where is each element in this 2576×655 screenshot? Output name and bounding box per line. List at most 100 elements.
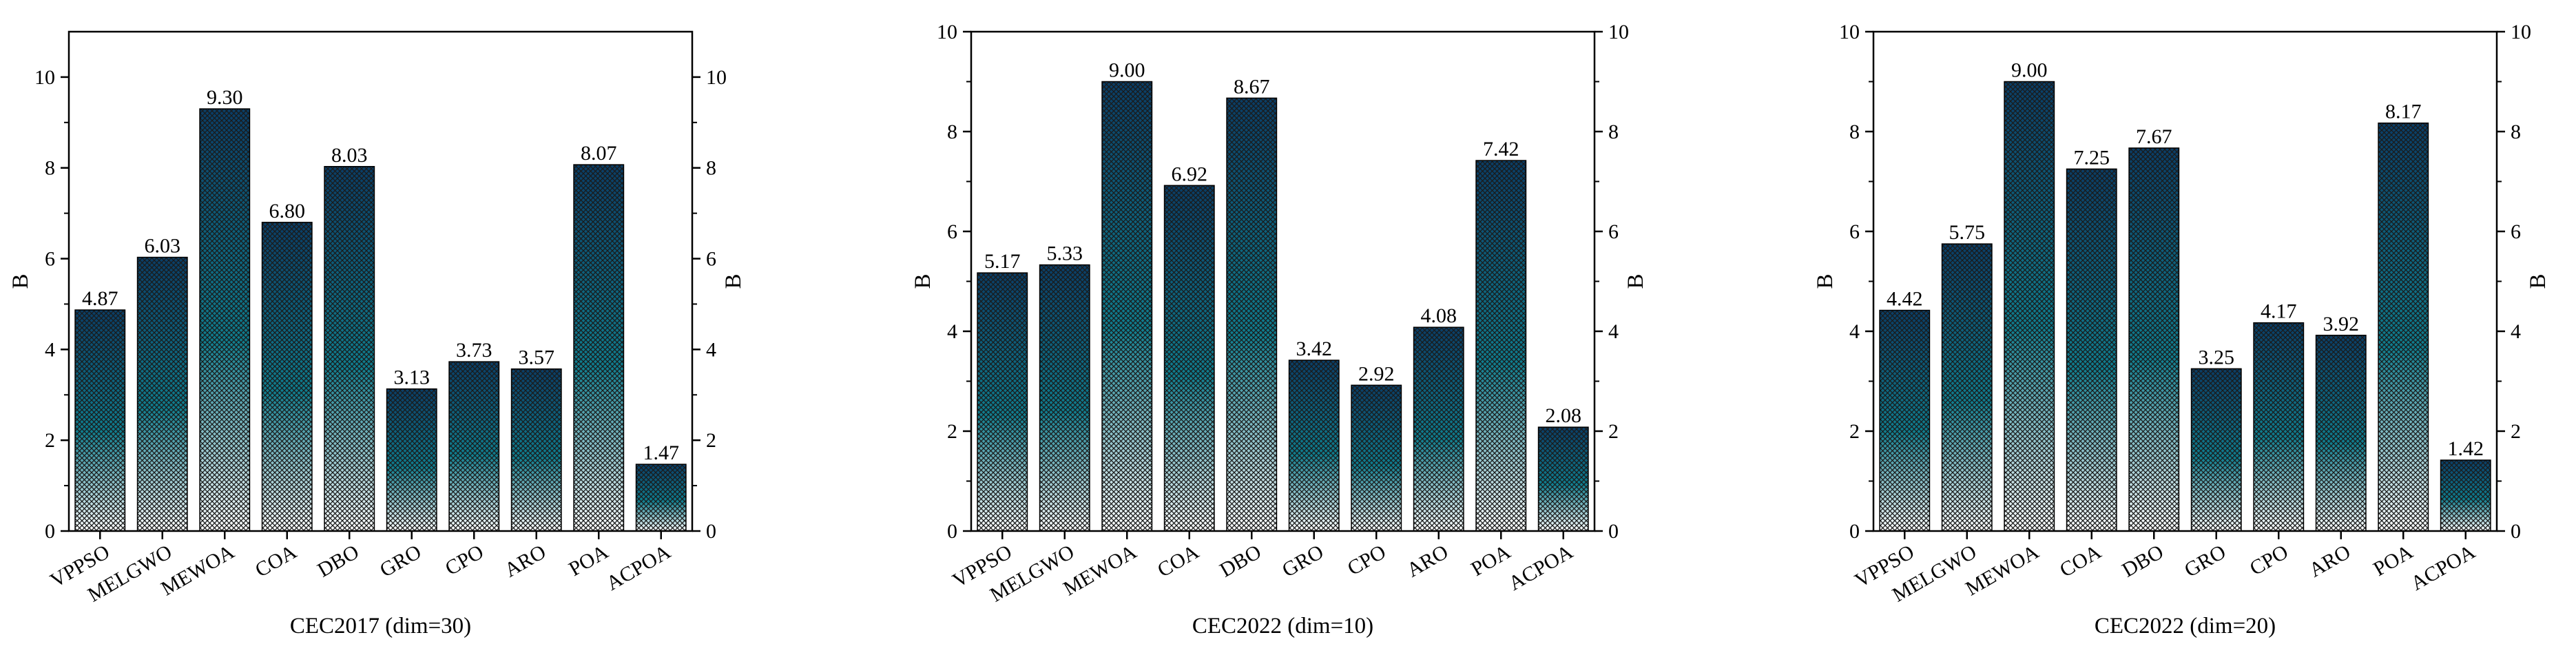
bar-acpoa: [1537, 426, 1589, 532]
y-tick-label-left: 2: [45, 429, 55, 452]
x-tick-label-coa: COA: [251, 540, 301, 581]
y-tick-label-right: 2: [706, 429, 716, 452]
y-tick-label-right: 4: [706, 338, 716, 361]
y-axis-title-right: B: [1623, 273, 1648, 289]
bar-hatch: [2253, 322, 2305, 532]
bar-vppso: [74, 309, 126, 532]
y-axis-title-left: B: [911, 273, 935, 289]
bar-mewoa: [1101, 81, 1153, 532]
bar-coa: [1163, 185, 1215, 532]
bar-value-label: 4.08: [1421, 304, 1457, 327]
bar-hatch: [635, 464, 687, 532]
chart-panel-cec2022-dim10: 5.17 5.33 9.00 6.92 8.67 3.42 2.92 4.08 7.42 2.08…: [911, 21, 1648, 638]
y-tick-label-left: 0: [45, 520, 55, 543]
bar-value-label: 5.33: [1047, 242, 1083, 265]
bar-cpo: [2253, 322, 2305, 532]
bar-melgwo: [1039, 264, 1090, 532]
bar-value-label: 4.87: [82, 287, 118, 310]
x-tick-label-dbo: DBO: [1216, 540, 1265, 581]
x-tick-label-gro: GRO: [2181, 540, 2230, 581]
bar-hatch: [2066, 168, 2117, 532]
bar-hatch: [1941, 243, 1993, 532]
bar-hatch: [1039, 264, 1090, 532]
y-tick-label-right: 0: [2511, 520, 2521, 543]
y-tick-label-right: 0: [1608, 520, 1619, 543]
bar-hatch: [136, 256, 188, 532]
y-tick-label-right: 6: [1608, 220, 1619, 243]
x-tick-label-aro: ARO: [2305, 540, 2354, 581]
bar-value-label: 1.47: [643, 441, 680, 464]
bar-cpo: [1351, 384, 1402, 532]
bar-aro: [2315, 335, 2367, 532]
chart-panel-cec2022-dim20: 4.42 5.75 9.00 7.25 7.67 3.25 4.17 3.92 8.17 1.42…: [1813, 21, 2551, 638]
bar-value-label: 3.73: [456, 339, 492, 362]
bar-poa: [2378, 122, 2429, 532]
y-tick-label-left: 4: [45, 338, 55, 361]
bar-value-label: 7.25: [2074, 146, 2110, 169]
x-axis-title: CEC2022 (dim=20): [2095, 614, 2276, 638]
bar-hatch: [1163, 185, 1215, 532]
bar-hatch: [448, 361, 500, 532]
bar-hatch: [386, 388, 437, 532]
bar-hatch: [324, 166, 375, 532]
bar-hatch: [1226, 97, 1278, 532]
y-tick-label-left: 2: [947, 420, 957, 443]
bar-acpoa: [635, 464, 687, 532]
y-axis-title-right: B: [721, 273, 746, 289]
bar-aro: [510, 368, 562, 532]
bar-dbo: [2128, 147, 2180, 532]
x-axis-title: CEC2017 (dim=30): [290, 614, 471, 638]
bar-gro: [1288, 360, 1340, 532]
bar-hatch: [2378, 122, 2429, 532]
bar-value-label: 5.17: [984, 250, 1021, 273]
bar-value-label: 8.67: [1234, 75, 1270, 98]
x-tick-label-aro: ARO: [1403, 540, 1452, 581]
bar-poa: [573, 164, 625, 532]
x-tick-label-acpoa: ACPOA: [603, 540, 675, 595]
y-tick-label-right: 10: [706, 66, 727, 89]
x-tick-label-aro: ARO: [501, 540, 550, 581]
bar-value-label: 9.30: [207, 86, 243, 109]
y-tick-label-left: 10: [1839, 21, 1860, 43]
x-tick-label-gro: GRO: [1278, 540, 1327, 581]
bar-value-label: 8.07: [581, 142, 617, 165]
bar-value-label: 3.42: [1296, 337, 1333, 360]
y-tick-label-left: 8: [947, 121, 957, 143]
bar-value-label: 3.13: [394, 366, 430, 389]
y-tick-label-left: 10: [937, 21, 957, 43]
bar-value-label: 5.75: [1949, 221, 1986, 244]
bar-value-label: 7.67: [2136, 125, 2172, 148]
bar-cpo: [448, 361, 500, 532]
y-tick-label-right: 10: [1608, 21, 1629, 43]
y-tick-label-right: 8: [706, 157, 716, 180]
x-tick-label-coa: COA: [1154, 540, 1203, 581]
bar-hatch: [1351, 384, 1402, 532]
bar-value-label: 2.08: [1546, 404, 1582, 427]
x-tick-label-gro: GRO: [376, 540, 425, 581]
bar-hatch: [510, 368, 562, 532]
bar-hatch: [261, 222, 313, 532]
bar-hatch: [1288, 360, 1340, 532]
bar-hatch: [573, 164, 625, 532]
y-tick-label-right: 8: [1608, 121, 1619, 143]
bar-value-label: 7.42: [1483, 138, 1519, 160]
y-tick-label-right: 6: [2511, 220, 2521, 243]
bar-hatch: [1101, 81, 1153, 532]
y-tick-label-left: 6: [45, 248, 55, 271]
bar-acpoa: [2440, 459, 2491, 532]
y-tick-label-right: 2: [2511, 420, 2521, 443]
bar-hatch: [2190, 368, 2242, 532]
bar-dbo: [324, 166, 375, 532]
x-tick-label-cpo: CPO: [2246, 540, 2292, 580]
bar-vppso: [977, 272, 1028, 532]
y-axis-title-left: B: [1813, 273, 1838, 289]
bar-hatch: [2004, 81, 2055, 532]
bar-hatch: [2440, 459, 2491, 532]
y-axis-title-left: B: [8, 273, 33, 289]
x-tick-label-cpo: CPO: [442, 540, 488, 580]
x-axis-title: CEC2022 (dim=10): [1192, 614, 1373, 638]
y-tick-label-left: 4: [1849, 320, 1860, 343]
bar-hatch: [1413, 326, 1464, 532]
y-tick-label-right: 2: [1608, 420, 1619, 443]
bar-hatch: [1475, 160, 1527, 532]
